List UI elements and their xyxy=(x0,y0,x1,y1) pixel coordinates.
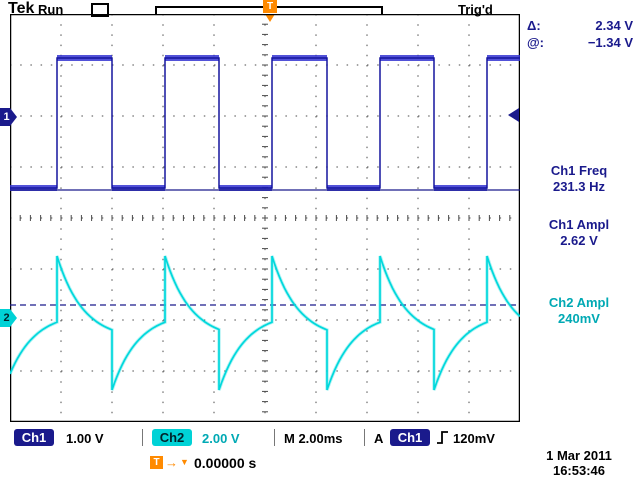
time-readout: 16:53:46 xyxy=(552,463,606,478)
cursor-at-readout: @: −1.34 V xyxy=(527,35,633,50)
rising-edge-icon xyxy=(437,431,448,444)
cursor-delta-label: Δ: xyxy=(527,18,541,33)
ch1-freq-label: Ch1 Freq xyxy=(550,163,608,178)
graticule-display xyxy=(10,14,520,422)
ch1-ampl-label: Ch1 Ampl xyxy=(548,217,610,232)
trigger-level-value: 120mV xyxy=(453,431,495,446)
trigger-position-readout: 0.00000 s xyxy=(194,455,257,471)
cursor-at-value: −1.34 V xyxy=(587,35,633,50)
ch2-scale-badge: Ch2 xyxy=(152,429,192,446)
trigger-status: Trig'd xyxy=(458,2,493,17)
statusbar-divider xyxy=(142,429,143,446)
ch2-ground-marker: 2 xyxy=(0,309,17,327)
ch1-freq-value: 231.3 Hz xyxy=(552,179,606,194)
cursor-delta-value: 2.34 V xyxy=(595,18,633,33)
ch1-scale-badge: Ch1 xyxy=(14,429,54,446)
trigger-position-marker: T xyxy=(263,0,277,13)
statusbar-divider xyxy=(364,429,365,446)
trigger-position-pointer-icon xyxy=(265,14,275,22)
statusbar-divider xyxy=(274,429,275,446)
ch2-ampl-value: 240mV xyxy=(558,311,600,326)
timebase-readout: M 2.00ms xyxy=(284,431,343,446)
trigger-mode-label: A xyxy=(374,431,384,446)
cursor-at-label: @: xyxy=(527,35,545,50)
tek-logo: Tek xyxy=(8,0,35,17)
ch2-ampl-label: Ch2 Ampl xyxy=(548,295,610,310)
cursor-delta-readout: Δ: 2.34 V xyxy=(527,18,633,33)
ch1-scale-value: 1.00 V xyxy=(66,431,104,446)
trigger-delay-pointer-icon: ▼ xyxy=(180,457,189,467)
acquisition-status: Run xyxy=(38,2,64,17)
ch2-scale-value: 2.00 V xyxy=(202,431,240,446)
acquisition-indicator xyxy=(91,3,109,17)
ch1-ground-marker: 1 xyxy=(0,108,17,126)
date-readout: 1 Mar 2011 xyxy=(546,448,612,463)
trigger-source-badge: Ch1 xyxy=(390,429,430,446)
trigger-marker-badge: T xyxy=(150,456,163,469)
trigger-arrow-icon: → xyxy=(165,455,178,470)
ch1-ampl-value: 2.62 V xyxy=(560,233,598,248)
